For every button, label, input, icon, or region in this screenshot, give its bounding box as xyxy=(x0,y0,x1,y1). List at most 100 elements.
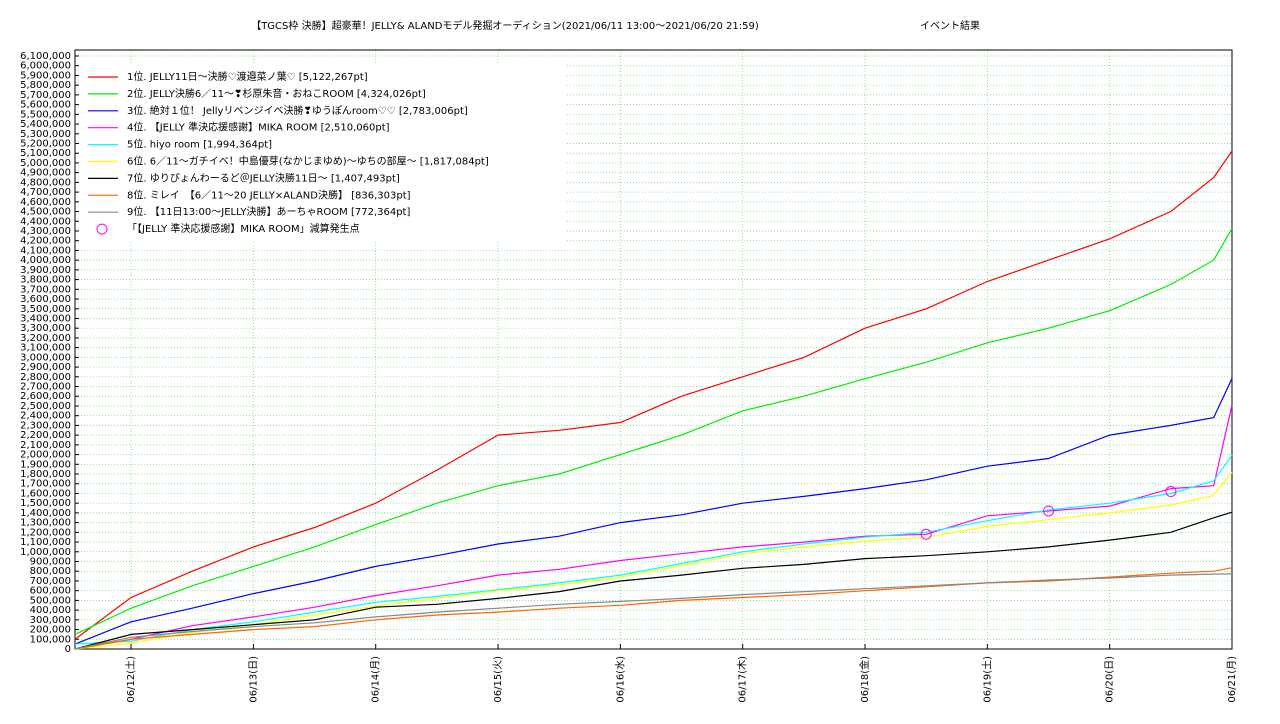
y-tick-label: 4,300,000 xyxy=(20,226,71,237)
legend-marker xyxy=(96,223,108,235)
series-line xyxy=(74,228,1233,635)
y-tick-label: 4,700,000 xyxy=(20,187,71,198)
y-tick-label: 3,100,000 xyxy=(20,343,71,354)
y-tick-label: 700,000 xyxy=(30,576,71,587)
series-line xyxy=(74,378,1233,645)
legend-label: 「【JELLY 準決応援感謝】MIKA ROOM」減算発生点 xyxy=(127,222,360,235)
legend-label: 2位. JELLY決勝6／11〜❣杉原朱音・おねこROOM [4,324,026… xyxy=(127,87,426,100)
series-line xyxy=(74,573,1233,650)
y-tick-label: 5,000,000 xyxy=(20,158,71,169)
y-tick-label: 5,100,000 xyxy=(20,148,71,159)
y-tick-label: 6,100,000 xyxy=(20,51,71,62)
series-line xyxy=(74,404,1233,650)
y-tick-label: 300,000 xyxy=(30,615,71,626)
legend-label: 3位. 絶対１位！ Jellyリベンジイベ決勝❣ゆうぽんroom♡♡ [2,78… xyxy=(127,104,468,117)
legend-label: 8位. ミレイ 【6／11〜20 JELLY×ALAND決勝】 [836,303… xyxy=(127,188,411,201)
y-tick-label: 2,700,000 xyxy=(20,382,71,393)
y-tick-label: 5,300,000 xyxy=(20,129,71,140)
y-tick-label: 3,300,000 xyxy=(20,323,71,334)
y-tick-label: 3,600,000 xyxy=(20,294,71,305)
y-tick-label: 2,800,000 xyxy=(20,372,71,383)
y-tick-label: 200,000 xyxy=(30,625,71,636)
y-tick-label: 1,100,000 xyxy=(20,537,71,548)
y-tick-label: 900,000 xyxy=(30,557,71,568)
y-tick-label: 800,000 xyxy=(30,566,71,577)
x-tick-label: 06/16(水) xyxy=(614,656,626,703)
marker xyxy=(1043,505,1055,517)
y-tick-label: 4,400,000 xyxy=(20,216,71,227)
x-tick-label: 06/15(火) xyxy=(492,656,504,703)
y-tick-label: 1,500,000 xyxy=(20,498,71,509)
legend-label: 4位. 【JELLY 準決応援感謝】MIKA ROOM [2,510,060pt… xyxy=(127,121,390,134)
y-tick-label: 3,400,000 xyxy=(20,313,71,324)
y-tick-label: 1,000,000 xyxy=(20,547,71,558)
chart-title: 【TGCS枠 決勝】超豪華！JELLY& ALANDモデル発掘オーディション(2… xyxy=(251,19,759,32)
y-tick-label: 5,400,000 xyxy=(20,119,71,130)
x-tick-label: 06/13(日) xyxy=(248,656,259,703)
y-tick-label: 0 xyxy=(65,644,71,655)
series-line xyxy=(74,150,1233,640)
y-tick-label: 3,800,000 xyxy=(20,275,71,286)
y-tick-label: 1,900,000 xyxy=(20,459,71,470)
x-tick-label: 06/12(土) xyxy=(124,656,137,703)
legend-label: 7位. ゆりぴょんわーるど＠JELLY決勝11日〜 [1,407,493pt] xyxy=(127,171,400,184)
legend-box xyxy=(80,64,565,241)
series-line xyxy=(74,472,1233,650)
y-tick-label: 4,900,000 xyxy=(20,168,71,179)
y-tick-label: 5,500,000 xyxy=(20,109,71,120)
y-tick-label: 1,200,000 xyxy=(20,527,71,538)
y-tick-label: 2,600,000 xyxy=(20,391,71,402)
y-tick-label: 400,000 xyxy=(30,605,71,616)
series-line xyxy=(74,511,1233,650)
y-tick-label: 1,300,000 xyxy=(20,518,71,529)
y-tick-label: 3,000,000 xyxy=(20,352,71,363)
legend-label: 1位. JELLY11日〜決勝♡渡邉菜ノ葉♡ [5,122,267pt] xyxy=(127,70,368,83)
y-tick-label: 1,800,000 xyxy=(20,469,71,480)
y-tick-label: 2,400,000 xyxy=(20,411,71,422)
y-tick-label: 2,000,000 xyxy=(20,450,71,461)
marker xyxy=(920,528,932,540)
chart-subtitle: イベント結果 xyxy=(920,19,980,32)
y-tick-label: 100,000 xyxy=(30,634,71,645)
y-tick-label: 5,600,000 xyxy=(20,100,71,111)
y-tick-label: 3,900,000 xyxy=(20,265,71,276)
y-tick-label: 2,100,000 xyxy=(20,440,71,451)
y-tick-label: 4,600,000 xyxy=(20,197,71,208)
y-tick-label: 5,900,000 xyxy=(20,70,71,81)
y-tick-label: 2,500,000 xyxy=(20,401,71,412)
x-tick-label: 06/18(金) xyxy=(858,656,871,703)
series-line xyxy=(74,454,1233,645)
y-tick-label: 3,700,000 xyxy=(20,284,71,295)
x-tick-label: 06/21(月) xyxy=(1226,656,1238,703)
y-tick-label: 1,400,000 xyxy=(20,508,71,519)
y-tick-label: 5,200,000 xyxy=(20,138,71,149)
y-tick-label: 3,200,000 xyxy=(20,333,71,344)
plot-frame xyxy=(74,49,1233,650)
x-tick-label: 06/17(木) xyxy=(737,656,749,703)
y-tick-label: 5,700,000 xyxy=(20,90,71,101)
y-tick-label: 5,800,000 xyxy=(20,80,71,91)
y-tick-label: 3,500,000 xyxy=(20,304,71,315)
marker xyxy=(1165,486,1177,498)
legend-label: 6位. 6／11〜ガチイベ！中島優芽(なかじまゆめ)〜ゆちの部屋〜 [1,817… xyxy=(127,155,489,168)
y-tick-label: 4,200,000 xyxy=(20,236,71,247)
y-tick-label: 1,600,000 xyxy=(20,488,71,499)
legend-label: 9位. 【11日13:00〜JELLY決勝】あーちゃROOM [772,364p… xyxy=(127,205,410,218)
legend: 1位. JELLY11日〜決勝♡渡邉菜ノ葉♡ [5,122,267pt] 2位. … xyxy=(80,64,565,241)
y-tick-label: 2,200,000 xyxy=(20,430,71,441)
y-tick-label: 1,700,000 xyxy=(20,479,71,490)
x-tick-label: 06/14(月) xyxy=(370,656,382,703)
y-tick-label: 600,000 xyxy=(30,586,71,597)
y-tick-label: 4,500,000 xyxy=(20,207,71,218)
legend-label: 5位. hiyo room [1,994,364pt] xyxy=(127,138,272,151)
y-tick-label: 4,000,000 xyxy=(20,255,71,266)
y-tick-label: 4,100,000 xyxy=(20,245,71,256)
y-tick-label: 2,300,000 xyxy=(20,420,71,431)
x-tick-label: 06/19(土) xyxy=(980,656,993,703)
y-tick-label: 2,900,000 xyxy=(20,362,71,373)
y-tick-label: 6,000,000 xyxy=(20,61,71,72)
y-tick-label: 4,800,000 xyxy=(20,177,71,188)
y-tick-label: 500,000 xyxy=(30,595,71,606)
x-tick-label: 06/20(日) xyxy=(1105,656,1116,703)
